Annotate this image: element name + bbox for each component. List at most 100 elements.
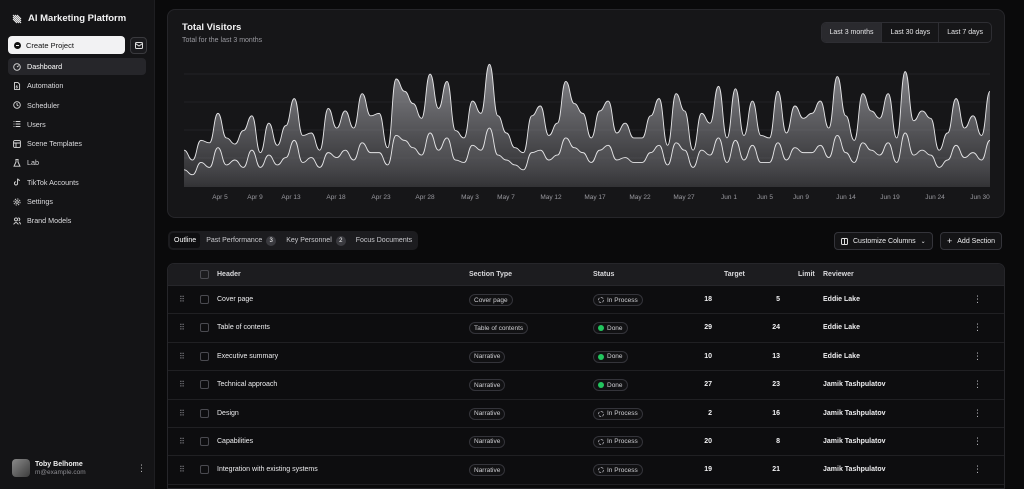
- drag-handle-icon[interactable]: ⠿: [179, 323, 185, 333]
- row-checkbox[interactable]: [200, 465, 209, 475]
- status-badge: In Process: [593, 464, 643, 477]
- limit-value[interactable]: 21: [772, 466, 780, 474]
- target-value[interactable]: 19: [704, 466, 712, 474]
- x-tick-label: Apr 13: [281, 194, 301, 201]
- target-value[interactable]: 20: [704, 437, 712, 445]
- tab-focus-documents[interactable]: Focus Documents: [352, 233, 416, 248]
- more-vertical-icon[interactable]: ⋮: [973, 294, 982, 304]
- row-header[interactable]: Capabilities: [217, 437, 254, 445]
- tab-past-performance[interactable]: Past Performance 3: [202, 233, 280, 248]
- sidebar-item-settings[interactable]: Settings: [8, 193, 146, 210]
- sidebar-item-dashboard[interactable]: Dashboard: [8, 58, 146, 75]
- x-tick-label: May 17: [584, 194, 606, 201]
- col-status[interactable]: Status: [593, 271, 615, 278]
- section-type-text: Cover page: [474, 296, 508, 304]
- table-row[interactable]: ⠿ Technical approach Narrative Done 27 23 Jami…: [168, 371, 1004, 400]
- sidebar-item-users[interactable]: Users: [8, 116, 146, 133]
- limit-value[interactable]: 8: [776, 437, 780, 445]
- target-value[interactable]: 27: [704, 381, 712, 389]
- row-header[interactable]: Cover page: [217, 296, 254, 303]
- create-project-button[interactable]: Create Project: [8, 36, 125, 54]
- drag-handle-icon[interactable]: ⠿: [179, 408, 185, 418]
- target-value[interactable]: 2: [708, 409, 712, 417]
- row-checkbox[interactable]: [200, 295, 209, 304]
- tab-key-personnel[interactable]: Key Personnel 2: [282, 233, 350, 248]
- col-target[interactable]: Target: [724, 271, 745, 278]
- reviewer-name[interactable]: Jamik Tashpulatov: [823, 409, 886, 417]
- range-toggle: Last 3 months Last 30 days Last 7 days: [820, 22, 992, 43]
- reviewer-name[interactable]: Jamik Tashpulatov: [823, 381, 886, 389]
- more-vertical-icon[interactable]: ⋮: [137, 462, 146, 473]
- x-tick-label: May 27: [673, 194, 695, 201]
- more-vertical-icon[interactable]: ⋮: [973, 407, 982, 418]
- row-header[interactable]: Table of contents: [217, 324, 270, 332]
- row-checkbox[interactable]: [200, 351, 209, 361]
- more-vertical-icon[interactable]: ⋮: [973, 322, 982, 333]
- reviewer-name[interactable]: Eddie Lake: [823, 324, 860, 332]
- limit-value[interactable]: 23: [772, 381, 780, 389]
- sidebar-item-label: Scheduler: [27, 100, 60, 110]
- sidebar-item-scheduler[interactable]: Scheduler: [8, 97, 146, 114]
- loader-icon: [598, 467, 604, 474]
- table-row[interactable]: ⠿ Cover page Cover page In Process 18 5 Eddie …: [168, 286, 1004, 315]
- sections-table: Header Section Type Status Target Limit …: [167, 263, 1005, 489]
- table-row[interactable]: ⠿ Design Narrative In Process 2 16 Jamik Tashp…: [168, 399, 1004, 428]
- row-checkbox[interactable]: [200, 380, 209, 390]
- row-header[interactable]: Technical approach: [217, 381, 278, 389]
- limit-value[interactable]: 24: [772, 324, 780, 332]
- reviewer-name[interactable]: Eddie Lake: [823, 352, 860, 360]
- drag-handle-icon[interactable]: ⠿: [179, 351, 185, 361]
- drag-handle-icon[interactable]: ⠿: [179, 465, 185, 475]
- x-tick-label: May 3: [461, 194, 479, 201]
- range-30-days[interactable]: Last 30 days: [882, 23, 940, 42]
- sidebar-item-automation[interactable]: Automation: [8, 77, 146, 94]
- tab-outline[interactable]: Outline: [170, 233, 201, 248]
- target-value[interactable]: 18: [704, 296, 712, 303]
- table-row[interactable]: ⠿ Table of contents Table of contents Done 2…: [168, 314, 1004, 343]
- col-limit[interactable]: Limit: [798, 271, 815, 278]
- table-row[interactable]: ⠿ Capabilities Narrative In Process 20 8 Jamik…: [168, 427, 1004, 457]
- more-vertical-icon[interactable]: ⋮: [973, 379, 982, 390]
- row-checkbox[interactable]: [200, 408, 209, 418]
- target-value[interactable]: 10: [704, 352, 712, 360]
- limit-value[interactable]: 5: [776, 296, 780, 303]
- table-row[interactable]: ⠿ Executive summary Narrative Done 10 13 Eddie…: [168, 342, 1004, 372]
- sidebar-item-tiktok-accounts[interactable]: TikTok Accounts: [8, 174, 146, 191]
- sidebar-item-scene-templates[interactable]: Scene Templates: [8, 135, 146, 152]
- sidebar-item-lab[interactable]: Lab: [8, 154, 146, 171]
- reviewer-name[interactable]: Jamik Tashpulatov: [823, 466, 886, 474]
- limit-value[interactable]: 13: [772, 352, 780, 360]
- more-vertical-icon[interactable]: ⋮: [973, 435, 982, 446]
- more-vertical-icon[interactable]: ⋮: [973, 464, 982, 475]
- target-value[interactable]: 29: [704, 324, 712, 332]
- row-checkbox[interactable]: [200, 323, 209, 333]
- col-reviewer[interactable]: Reviewer: [823, 271, 854, 278]
- col-header[interactable]: Header: [217, 271, 241, 278]
- customize-columns-button[interactable]: Customize Columns ⌄: [834, 232, 933, 250]
- range-7-days[interactable]: Last 7 days: [947, 29, 983, 36]
- gauge-icon: [13, 62, 21, 71]
- row-header[interactable]: Design: [217, 409, 239, 417]
- col-section-type[interactable]: Section Type: [469, 271, 513, 278]
- drag-handle-icon[interactable]: ⠿: [179, 295, 185, 304]
- drag-handle-icon[interactable]: ⠿: [179, 436, 185, 446]
- range-3-months[interactable]: Last 3 months: [821, 23, 883, 42]
- reviewer-name[interactable]: Jamik Tashpulatov: [823, 437, 886, 445]
- loader-icon: [598, 438, 604, 445]
- row-header[interactable]: Executive summary: [217, 352, 279, 360]
- more-vertical-icon[interactable]: ⋮: [973, 350, 982, 361]
- table-row[interactable]: ⠿ Integration with existing systems Narrat…: [168, 456, 1004, 485]
- drag-handle-icon[interactable]: ⠿: [179, 380, 185, 390]
- select-all-checkbox[interactable]: [200, 270, 209, 279]
- brand[interactable]: AI Marketing Platform: [12, 13, 126, 24]
- reviewer-name[interactable]: Eddie Lake: [823, 296, 860, 303]
- x-tick-label: Apr 5: [212, 194, 228, 201]
- add-section-button[interactable]: + Add Section: [940, 232, 1003, 250]
- row-header[interactable]: Integration with existing systems: [217, 466, 318, 474]
- user-menu[interactable]: Toby Belhome m@example.com ⋮: [12, 459, 146, 477]
- x-tick-label: Jun 30: [970, 194, 990, 201]
- limit-value[interactable]: 16: [772, 409, 780, 417]
- inbox-button[interactable]: [130, 36, 147, 54]
- sidebar-item-brand-models[interactable]: Brand Models: [8, 212, 146, 229]
- row-checkbox[interactable]: [200, 436, 209, 446]
